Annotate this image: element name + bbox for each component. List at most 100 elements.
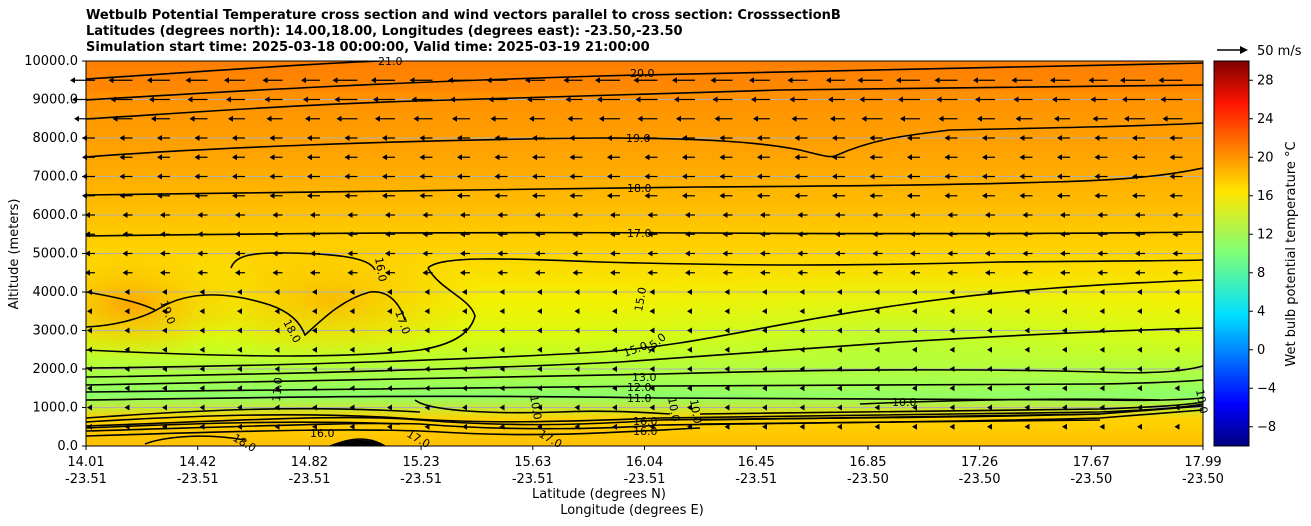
wind-arrowhead [1015,115,1021,122]
wind-arrowhead [912,404,917,411]
wind-arrowhead [1057,192,1062,199]
y-tick-label: 10000.0 [24,54,78,69]
wind-arrowhead [1162,115,1168,122]
wind-arrowhead [710,77,716,84]
wind-arrowhead [448,77,453,84]
wind-arrowhead [462,423,467,430]
x-tick-label-lon: -23.50 [847,472,889,487]
x-tick-label-lon: -23.50 [959,472,1001,487]
wind-arrowhead [499,404,505,411]
wind-arrowhead [872,250,878,257]
wind-arrowhead [898,96,903,103]
wind-arrowhead [857,77,863,84]
wind-arrowhead [1120,77,1125,84]
wind-arrowhead [232,154,237,161]
wind-arrowhead [1099,327,1105,334]
wind-arrowhead [162,366,167,372]
wind-arrowhead [269,135,275,141]
wind-arrowhead [607,154,612,161]
wind-arrowhead [122,212,128,218]
wind-arrowhead [452,115,457,122]
wind-arrowhead [637,115,643,122]
wind-arrowhead [119,173,125,180]
wind-arrowhead [1062,346,1067,353]
wind-arrowhead [499,289,505,295]
wind-arrowhead [1137,327,1142,334]
wind-arrowhead [532,135,537,141]
wind-arrowhead [307,135,312,141]
wind-arrowhead [574,327,580,334]
wind-arrowhead [949,308,955,315]
wind-arrowhead [272,269,278,276]
x-tick-label-lat: 17.99 [1184,455,1221,470]
wind-arrowhead [1137,404,1142,411]
wind-arrowhead [672,77,677,84]
wind-arrowhead [944,154,950,161]
wind-arrowhead [1158,77,1164,84]
wind-arrowhead [797,231,803,238]
wind-arrowhead [944,135,950,141]
chart-title-line-3: Simulation start time: 2025-03-18 00:00:… [86,40,650,55]
wind-arrowhead [199,327,205,334]
wind-arrowhead [874,346,880,353]
wind-arrowhead [385,269,390,276]
wind-arrowhead [450,96,455,103]
colorbar-tick-label: 8 [1257,266,1265,281]
wind-arrowhead [1062,404,1067,411]
contour-label: 15.0 [632,286,649,312]
y-tick-label: 8000.0 [33,131,79,146]
wind-arrowhead [949,423,955,430]
wind-arrowhead [912,346,917,353]
wind-arrowhead [272,212,278,218]
wind-arrowhead [274,327,280,334]
wind-arrowhead [610,250,615,257]
wind-arrowhead [460,250,465,257]
wind-arrowhead [226,96,231,103]
wind-arrowhead [944,192,950,199]
wind-arrowhead [310,250,315,257]
wind-arrowhead [462,289,467,295]
wind-arrowhead [312,308,317,315]
wind-arrowhead [197,212,203,218]
y-tick-label: 0.0 [57,439,78,454]
wind-arrowhead [787,77,793,84]
wind-arrowhead [987,346,992,353]
wind-arrowhead [949,366,955,372]
wind-arrowhead [424,327,430,334]
wind-arrowhead [872,269,878,276]
wind-arrowhead [387,308,392,315]
wind-arrowhead [987,385,992,392]
wind-arrowhead [1062,423,1067,430]
wind-arrowhead [197,269,203,276]
wind-arrowhead [724,346,730,353]
wind-arrowhead [597,96,602,103]
wind-arrowhead [1135,231,1140,238]
wind-arrowhead [762,346,767,353]
wind-arrowhead [644,154,650,161]
wind-arrowhead [457,154,462,161]
wind-arrowhead [1174,366,1180,372]
wind-arrowhead [232,192,237,199]
wind-arrowhead [344,173,350,180]
wind-arrowhead [644,135,650,141]
wind-arrowhead [907,192,912,199]
wind-arrowhead [1088,77,1094,84]
wind-arrowhead [719,192,725,199]
wind-arrowhead [419,154,425,161]
wind-arrowhead [124,289,130,295]
wind-arrowhead [910,250,915,257]
wind-arrowhead [1060,231,1065,238]
wind-arrowhead [85,231,90,238]
wind-arrowhead [949,385,955,392]
wind-arrowhead [525,77,530,84]
wind-arrowhead [122,231,128,238]
wind-arrowhead [910,269,915,276]
wind-arrowhead [572,231,578,238]
wind-arrowhead [828,96,833,103]
wind-arrowhead [794,154,800,161]
wind-arrowhead [687,289,692,295]
wind-arrowhead [499,423,505,430]
wind-arrowhead [760,212,765,218]
wind-arrowhead [1174,404,1180,411]
wind-arrowhead [274,366,280,372]
